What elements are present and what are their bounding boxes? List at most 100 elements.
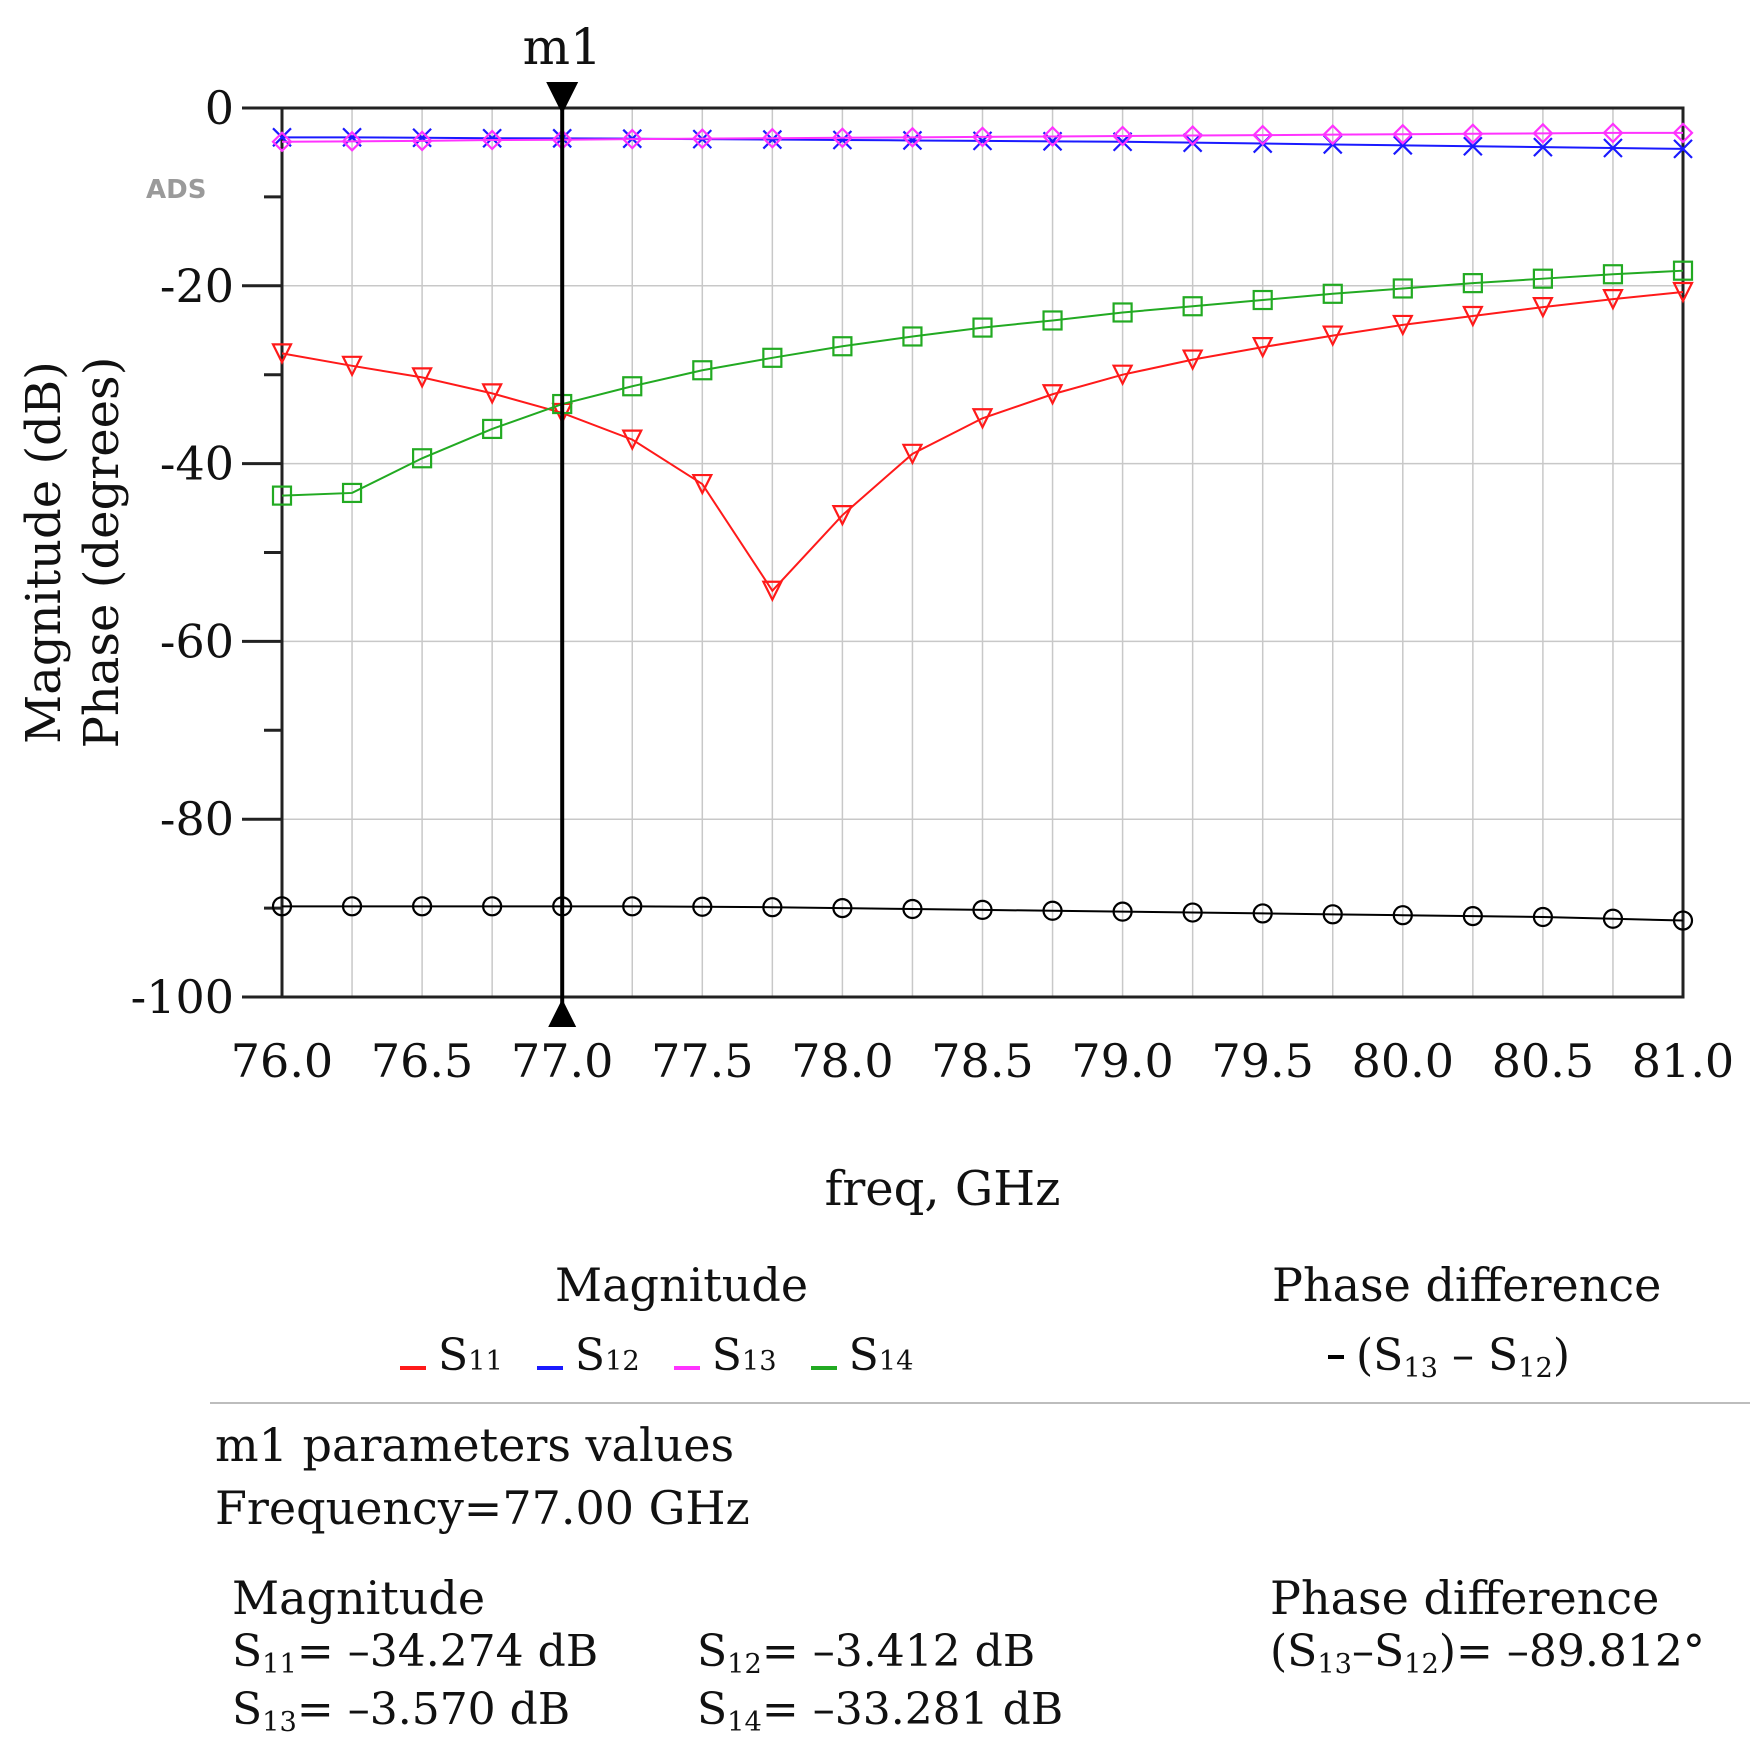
data-point — [1532, 297, 1554, 319]
legend-phase-label: (S13 – S12) — [1356, 1330, 1571, 1384]
m1-marker-label: m1 — [523, 18, 602, 76]
x-tick-label: 76.0 — [231, 1034, 333, 1088]
data-point — [1322, 904, 1343, 925]
x-tick-label: 78.0 — [791, 1034, 893, 1088]
data-point — [411, 367, 433, 389]
data-point — [1321, 325, 1344, 348]
data-point — [831, 505, 854, 527]
x-tick-label: 81.0 — [1632, 1034, 1734, 1088]
x-tick-label: 80.5 — [1492, 1034, 1594, 1088]
data-point — [1112, 125, 1134, 147]
data-point — [341, 482, 363, 504]
data-point — [691, 128, 713, 150]
data-point — [1532, 906, 1554, 928]
data-point — [1672, 122, 1694, 144]
y-tick-label: -20 — [160, 259, 234, 313]
data-point — [1041, 384, 1064, 406]
data-point — [1603, 138, 1623, 158]
series-layer — [271, 122, 1694, 931]
data-point — [621, 128, 643, 150]
m1-s12-value: S12= –3.412 dB — [697, 1626, 1036, 1680]
legend-magnitude-items: S 11 S 12 S 13 S 14 — [400, 1330, 947, 1381]
data-point — [1672, 910, 1694, 931]
data-point — [1392, 123, 1414, 145]
m1-phase-value: (S13–S12)= –89.812° — [1270, 1626, 1705, 1680]
axes — [242, 106, 1685, 999]
data-point — [1532, 268, 1554, 289]
m1-s14-value: S14= –33.281 dB — [697, 1684, 1064, 1738]
data-point — [1392, 314, 1414, 337]
data-point — [1111, 364, 1134, 387]
data-point — [1042, 900, 1063, 921]
data-point — [1251, 337, 1274, 359]
data-point — [1252, 289, 1273, 311]
legend-swatch-s13 — [673, 1366, 700, 1370]
legend-swatch-phase — [1328, 1354, 1344, 1359]
data-point — [1532, 122, 1554, 144]
data-point — [1462, 906, 1483, 927]
m1-marker[interactable]: m1 — [523, 18, 602, 1027]
data-point — [762, 897, 783, 918]
ads-watermark: ADS — [146, 175, 206, 205]
data-point — [411, 130, 433, 152]
x-tick-label: 77.5 — [651, 1034, 753, 1088]
legend-divider — [210, 1402, 1750, 1404]
data-point — [832, 336, 853, 357]
y-axis-title-line1: Magnitude (dB) — [16, 361, 72, 744]
legend-item-s13: S 13 — [673, 1330, 777, 1381]
axis-labels: 0 -20 -40 -60 -80 -100 76.0 76.5 77.0 77.5 78.0 78.… — [16, 81, 1734, 1217]
data-point — [761, 580, 784, 603]
y-tick-label: -40 — [160, 437, 234, 491]
data-point — [1041, 125, 1064, 148]
series-s14 — [271, 260, 1694, 506]
data-point — [1672, 260, 1694, 281]
data-point — [341, 355, 363, 378]
m1-marker-top-arrow — [546, 82, 579, 114]
data-point — [1602, 289, 1624, 311]
m1-info-title: m1 parameters values — [215, 1418, 735, 1472]
data-point — [1112, 302, 1133, 323]
x-tick-label: 77.0 — [511, 1034, 613, 1088]
y-tick-label: -100 — [131, 970, 234, 1024]
data-point — [621, 429, 644, 452]
data-point — [1392, 905, 1413, 926]
series-line — [281, 131, 1683, 143]
y-tick-label: 0 — [205, 81, 234, 135]
data-point — [902, 326, 923, 347]
data-point — [1181, 349, 1204, 372]
x-tick-label: 79.5 — [1211, 1034, 1313, 1088]
x-tick-label: 76.5 — [371, 1034, 473, 1088]
data-point — [341, 896, 363, 917]
data-point — [831, 127, 853, 149]
data-point — [622, 376, 643, 397]
data-point — [341, 130, 363, 152]
legend-phase-heading: Phase difference — [1272, 1258, 1662, 1312]
data-point — [971, 408, 994, 430]
data-point — [1322, 124, 1344, 146]
data-point — [1112, 901, 1133, 922]
x-axis-title: freq, GHz — [825, 1161, 1061, 1217]
data-point — [1602, 908, 1624, 929]
data-point — [1042, 310, 1063, 331]
data-point — [1462, 273, 1483, 294]
m1-info-magnitude-heading: Magnitude — [232, 1571, 486, 1625]
grid — [281, 107, 1684, 998]
series-s13 — [271, 122, 1694, 153]
m1-info-phase-heading: Phase difference — [1270, 1571, 1660, 1625]
data-point — [1602, 264, 1624, 285]
data-point — [972, 317, 993, 338]
data-point — [1602, 122, 1624, 144]
x-tick-label: 80.0 — [1352, 1034, 1454, 1088]
series-line — [281, 291, 1684, 593]
data-point — [832, 897, 853, 919]
data-point — [762, 129, 783, 150]
data-point — [691, 473, 714, 496]
legend-item-s12: S 12 — [536, 1330, 640, 1381]
m1-marker-bottom-arrow — [548, 999, 577, 1027]
data-point — [762, 347, 783, 368]
y-axis-title-line2: Phase (degrees) — [74, 357, 130, 749]
data-point — [1462, 305, 1484, 328]
series-line — [281, 269, 1684, 497]
data-point — [1533, 137, 1553, 157]
data-point — [481, 129, 503, 151]
